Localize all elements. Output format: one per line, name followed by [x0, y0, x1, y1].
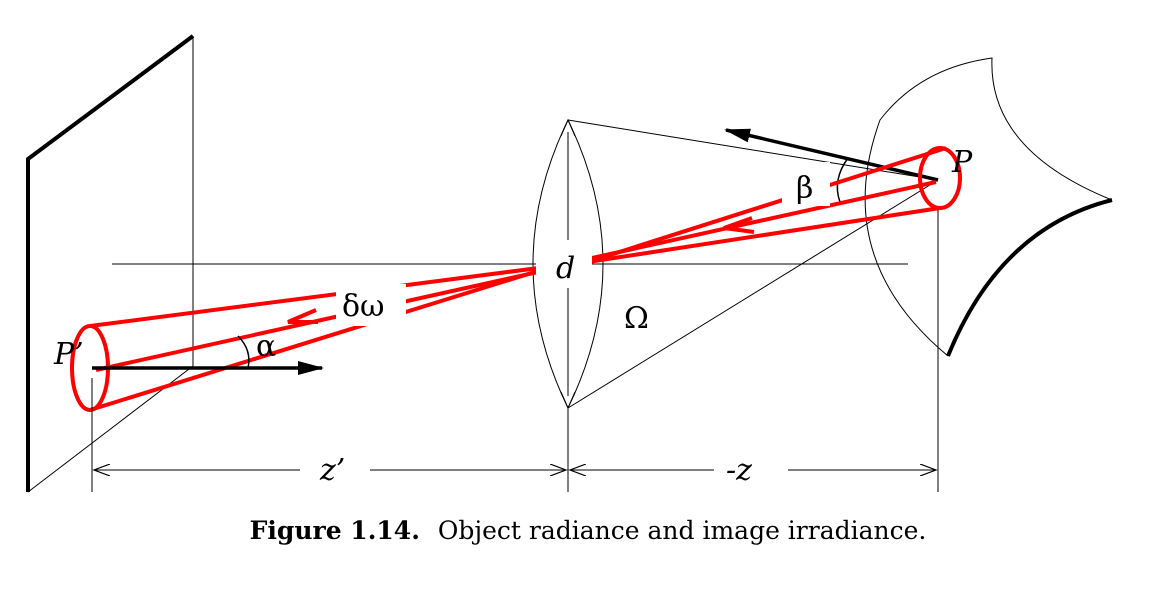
object-surface — [864, 57, 1113, 357]
object-ray-bundle — [587, 146, 962, 264]
label-d: d — [556, 251, 575, 286]
label-z-prime: z’ — [319, 453, 345, 488]
dimension-lines — [91, 210, 939, 492]
label-delta-omega: δω — [342, 289, 385, 324]
figure-caption: Figure 1.14. Object radiance and image i… — [0, 516, 1176, 545]
label-beta: β — [796, 171, 813, 206]
label-omega: Ω — [624, 301, 649, 336]
alpha-angle-arc — [237, 335, 250, 369]
surface-normal-arrow — [724, 128, 939, 182]
beta-angle-arc — [836, 157, 849, 203]
label-minus-z: -z — [726, 453, 752, 488]
figure-number: Figure 1.14. — [249, 516, 420, 545]
label-P: P — [951, 145, 973, 180]
figure-caption-text: Object radiance and image irradiance. — [437, 516, 927, 545]
image-ray-bundle — [70, 264, 557, 412]
label-P-prime: P’ — [53, 337, 84, 372]
label-alpha: α — [256, 329, 276, 364]
